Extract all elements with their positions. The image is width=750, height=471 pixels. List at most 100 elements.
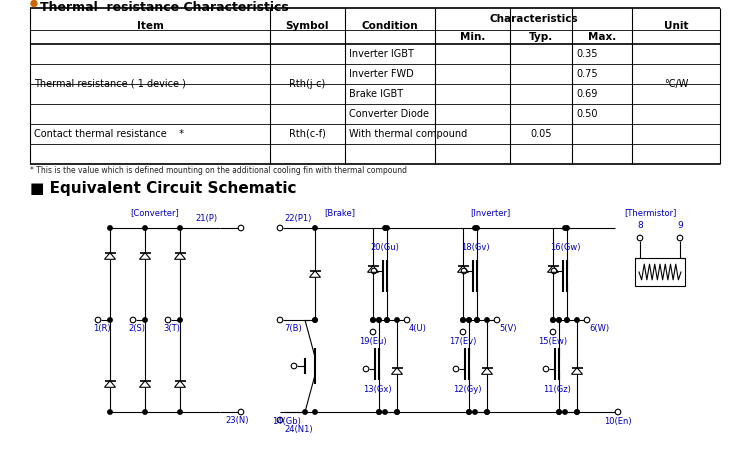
Text: 21(P): 21(P) (196, 214, 218, 223)
Circle shape (382, 410, 387, 414)
Text: [Brake]: [Brake] (325, 208, 356, 217)
Text: Rth(c-f): Rth(c-f) (289, 129, 326, 139)
Circle shape (484, 410, 489, 414)
Circle shape (565, 318, 569, 322)
Circle shape (475, 226, 479, 230)
Circle shape (142, 318, 147, 322)
Circle shape (394, 410, 399, 414)
Text: Converter Diode: Converter Diode (349, 109, 429, 119)
Circle shape (466, 410, 471, 414)
Text: Typ.: Typ. (529, 32, 553, 42)
Circle shape (556, 318, 561, 322)
Circle shape (460, 318, 465, 322)
Circle shape (178, 410, 182, 414)
Circle shape (313, 318, 317, 322)
Circle shape (574, 410, 579, 414)
Circle shape (475, 318, 479, 322)
Text: Inverter IGBT: Inverter IGBT (349, 49, 414, 59)
Circle shape (565, 318, 569, 322)
Text: Thermal resistance ( 1 device ): Thermal resistance ( 1 device ) (34, 79, 186, 89)
Circle shape (562, 410, 567, 414)
Circle shape (385, 226, 389, 230)
Circle shape (178, 226, 182, 230)
Circle shape (376, 410, 381, 414)
Circle shape (178, 318, 182, 322)
Circle shape (108, 226, 112, 230)
Text: 15(Ew): 15(Ew) (538, 337, 568, 346)
Circle shape (376, 318, 381, 322)
Text: 0.69: 0.69 (576, 89, 597, 99)
Circle shape (370, 318, 375, 322)
Circle shape (394, 318, 399, 322)
Circle shape (108, 318, 112, 322)
Circle shape (313, 410, 317, 414)
Circle shape (394, 410, 399, 414)
Text: 0.75: 0.75 (576, 69, 598, 79)
Text: Item: Item (136, 21, 164, 31)
Text: Condition: Condition (362, 21, 419, 31)
Circle shape (376, 410, 381, 414)
Circle shape (472, 410, 477, 414)
Text: 9: 9 (677, 221, 682, 230)
Circle shape (562, 226, 567, 230)
Text: 17(Ev): 17(Ev) (449, 337, 477, 346)
Text: 18(Gv): 18(Gv) (460, 243, 489, 252)
Text: ■ Equivalent Circuit Schematic: ■ Equivalent Circuit Schematic (30, 181, 296, 196)
Circle shape (313, 318, 317, 322)
Text: 13(Gx): 13(Gx) (363, 385, 392, 394)
Circle shape (466, 318, 471, 322)
Text: Rth(j-c): Rth(j-c) (290, 79, 326, 89)
Text: Symbol: Symbol (286, 21, 329, 31)
Text: [Thermistor]: [Thermistor] (624, 208, 676, 217)
Circle shape (303, 410, 307, 414)
Text: 20(Gu): 20(Gu) (370, 243, 400, 252)
Text: 0.50: 0.50 (576, 109, 598, 119)
Text: 2(S): 2(S) (128, 324, 146, 333)
Circle shape (565, 226, 569, 230)
Circle shape (466, 410, 471, 414)
Bar (635, 258, 685, 286)
Text: * This is the value which is defined mounting on the additional cooling fin with: * This is the value which is defined mou… (30, 166, 407, 175)
Circle shape (550, 318, 555, 322)
Circle shape (574, 410, 579, 414)
Text: 1(R): 1(R) (93, 324, 111, 333)
Text: 7(B): 7(B) (284, 324, 302, 333)
Text: 10(En): 10(En) (604, 417, 631, 426)
Text: 0.35: 0.35 (576, 49, 598, 59)
Circle shape (484, 410, 489, 414)
Text: 0.05: 0.05 (530, 129, 552, 139)
Text: Inverter FWD: Inverter FWD (349, 69, 414, 79)
Text: 6(W): 6(W) (589, 324, 609, 333)
Text: Max.: Max. (588, 32, 616, 42)
Circle shape (484, 318, 489, 322)
Text: °C/W: °C/W (664, 79, 688, 89)
Text: 23(N): 23(N) (225, 416, 248, 425)
Circle shape (472, 226, 477, 230)
Text: 12(Gy): 12(Gy) (453, 385, 482, 394)
Text: 16(Gw): 16(Gw) (550, 243, 580, 252)
Circle shape (385, 318, 389, 322)
Text: 8: 8 (637, 221, 643, 230)
Text: Characteristics: Characteristics (489, 14, 578, 24)
Circle shape (550, 318, 555, 322)
Text: 19(Eu): 19(Eu) (359, 337, 387, 346)
Circle shape (574, 318, 579, 322)
Circle shape (108, 410, 112, 414)
Text: Unit: Unit (664, 21, 688, 31)
Circle shape (376, 318, 381, 322)
Circle shape (370, 318, 375, 322)
Text: [Converter]: [Converter] (130, 208, 179, 217)
Circle shape (142, 410, 147, 414)
Circle shape (460, 318, 465, 322)
Text: Min.: Min. (460, 32, 485, 42)
Circle shape (556, 410, 561, 414)
Text: Thermal  resistance Characteristics: Thermal resistance Characteristics (40, 1, 289, 14)
Text: 5(V): 5(V) (499, 324, 517, 333)
Text: With thermal compound: With thermal compound (349, 129, 467, 139)
Circle shape (313, 226, 317, 230)
Circle shape (31, 0, 37, 7)
Circle shape (385, 318, 389, 322)
Text: 24(N1): 24(N1) (284, 425, 313, 434)
Circle shape (382, 226, 387, 230)
Text: 22(P1): 22(P1) (284, 214, 311, 223)
